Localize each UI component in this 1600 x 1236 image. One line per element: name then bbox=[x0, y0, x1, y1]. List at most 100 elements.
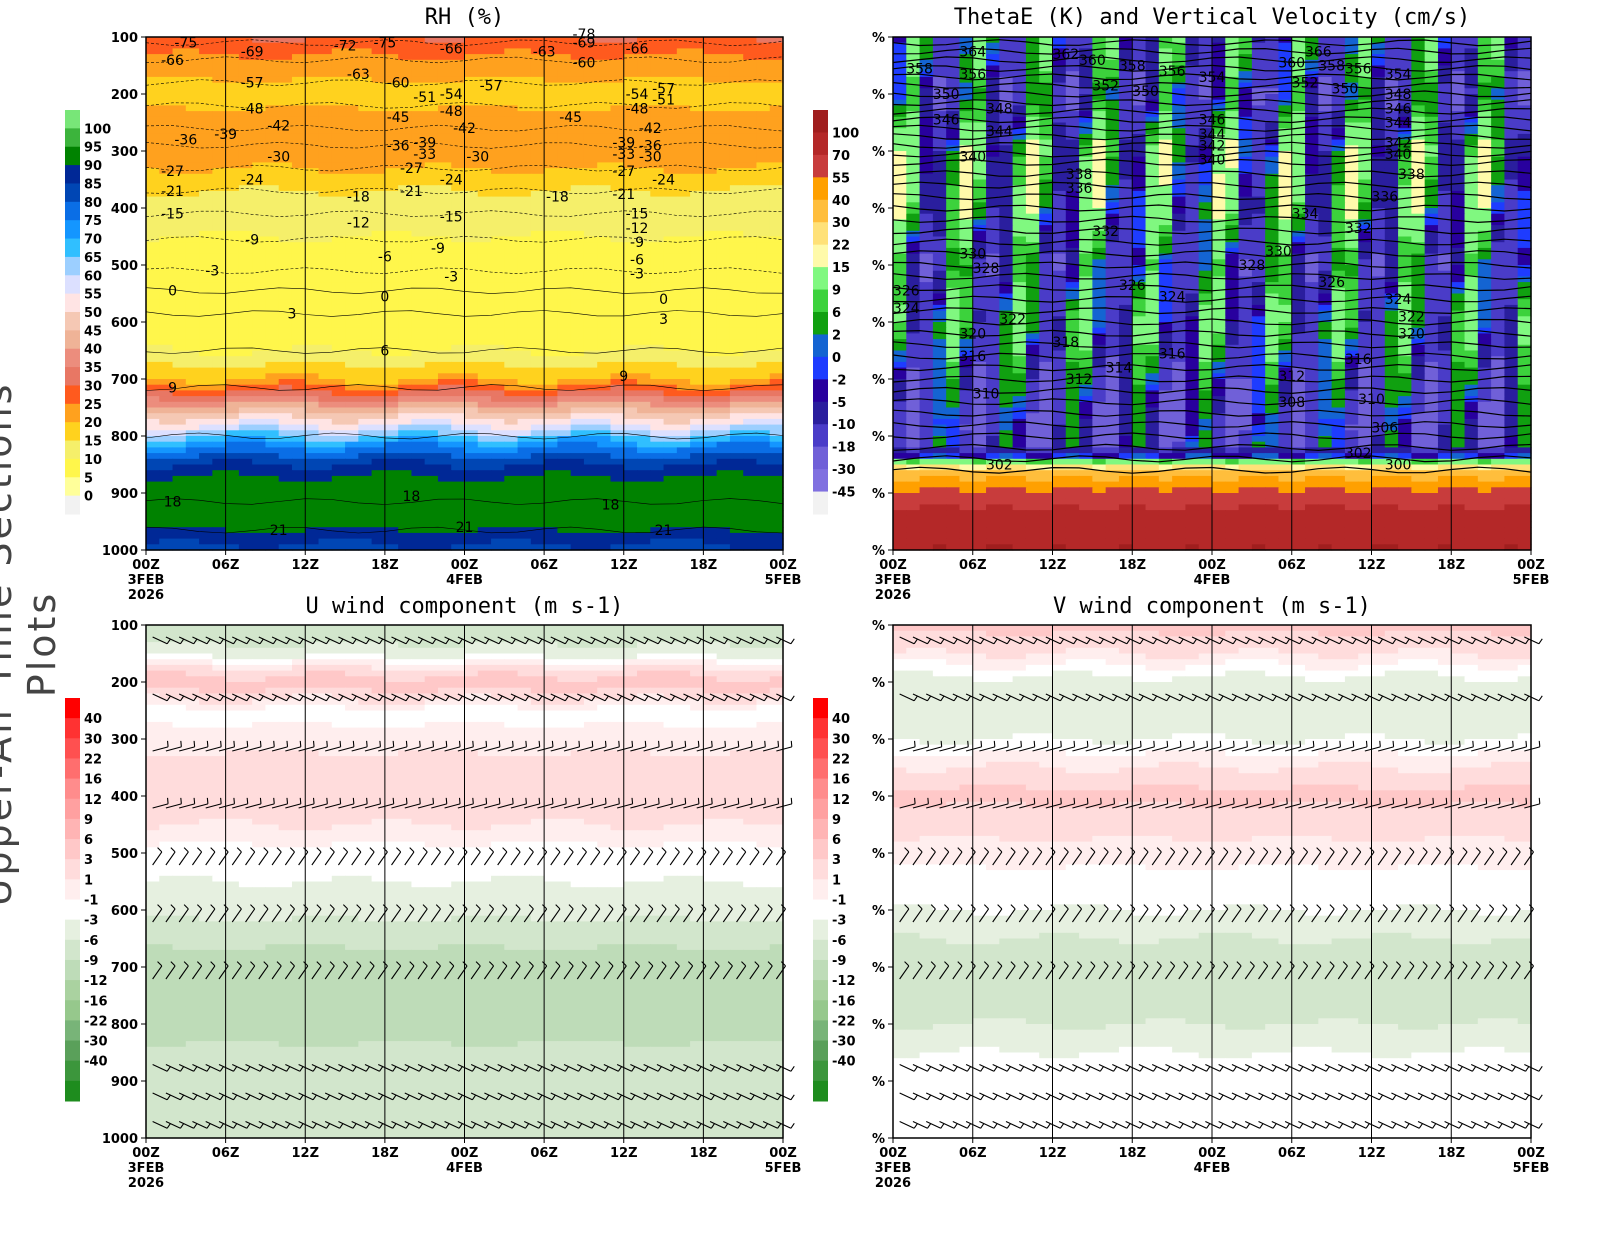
fill-cell bbox=[504, 214, 518, 220]
fill-cell bbox=[571, 470, 585, 476]
fill-cell bbox=[491, 145, 505, 151]
fill-cell bbox=[717, 259, 731, 265]
fill-cell bbox=[425, 425, 439, 431]
fill-cell bbox=[411, 299, 425, 305]
fill-cell bbox=[770, 447, 784, 453]
fill-cell bbox=[345, 351, 359, 357]
fill-cell bbox=[425, 105, 439, 111]
fill-cell bbox=[650, 248, 664, 254]
fill-cell bbox=[199, 539, 213, 545]
fill-cell bbox=[332, 413, 346, 419]
fill-cell bbox=[531, 271, 545, 277]
fill-cell bbox=[597, 362, 611, 368]
fill-cell bbox=[425, 276, 439, 282]
fill-cell bbox=[557, 299, 571, 305]
fill-cell bbox=[305, 145, 319, 151]
fill-cell bbox=[146, 265, 160, 271]
fill-cell bbox=[411, 237, 425, 243]
fill-cell bbox=[571, 128, 585, 134]
fill-cell bbox=[743, 128, 757, 134]
fill-cell bbox=[717, 436, 731, 442]
fill-cell bbox=[703, 208, 717, 214]
fill-cell bbox=[199, 527, 213, 533]
fill-cell bbox=[703, 214, 717, 220]
fill-cell bbox=[252, 248, 266, 254]
fill-cell bbox=[186, 242, 200, 248]
fill-cell bbox=[478, 265, 492, 271]
fill-cell bbox=[332, 522, 346, 528]
fill-cell bbox=[212, 533, 226, 539]
fill-cell bbox=[425, 447, 439, 453]
fill-cell bbox=[531, 145, 545, 151]
fill-cell bbox=[332, 362, 346, 368]
fill-cell bbox=[504, 66, 518, 72]
fill-cell bbox=[292, 271, 306, 277]
fill-cell bbox=[212, 499, 226, 505]
fill-cell bbox=[491, 305, 505, 311]
fill-cell bbox=[531, 447, 545, 453]
contour-label: 21 bbox=[270, 523, 288, 539]
fill-cell bbox=[743, 470, 757, 476]
fill-cell bbox=[650, 242, 664, 248]
fill-cell bbox=[637, 333, 651, 339]
fill-cell bbox=[690, 419, 704, 425]
fill-cell bbox=[425, 271, 439, 277]
fill-cell bbox=[199, 214, 213, 220]
fill-cell bbox=[385, 180, 399, 186]
fill-cell bbox=[597, 465, 611, 471]
fill-cell bbox=[703, 248, 717, 254]
fill-cell bbox=[411, 328, 425, 334]
fill-cell bbox=[358, 231, 372, 237]
fill-cell bbox=[650, 368, 664, 374]
fill-cell bbox=[544, 225, 558, 231]
fill-cell bbox=[159, 77, 173, 83]
fill-cell bbox=[531, 487, 545, 493]
fill-cell bbox=[173, 322, 187, 328]
fill-cell bbox=[465, 408, 479, 414]
fill-cell bbox=[226, 151, 240, 157]
fill-cell bbox=[557, 465, 571, 471]
fill-cell bbox=[756, 180, 770, 186]
fill-cell bbox=[584, 522, 598, 528]
fill-cell bbox=[664, 259, 678, 265]
fill-cell bbox=[730, 254, 744, 260]
fill-cell bbox=[438, 134, 452, 140]
fill-cell bbox=[491, 333, 505, 339]
fill-cell bbox=[305, 151, 319, 157]
fill-cell bbox=[518, 413, 532, 419]
fill-cell bbox=[385, 282, 399, 288]
fill-cell bbox=[146, 425, 160, 431]
fill-cell bbox=[610, 447, 624, 453]
fill-cell bbox=[199, 105, 213, 111]
fill-cell bbox=[226, 487, 240, 493]
fill-cell bbox=[504, 117, 518, 123]
fill-cell bbox=[584, 294, 598, 300]
fill-cell bbox=[332, 185, 346, 191]
fill-cell bbox=[358, 94, 372, 100]
fill-cell bbox=[650, 351, 664, 357]
fill-cell bbox=[717, 71, 731, 77]
fill-cell bbox=[425, 328, 439, 334]
fill-cell bbox=[279, 430, 293, 436]
fill-cell bbox=[425, 465, 439, 471]
fill-cell bbox=[518, 219, 532, 225]
fill-cell bbox=[637, 459, 651, 465]
fill-cell bbox=[332, 54, 346, 60]
fill-cell bbox=[385, 436, 399, 442]
colorbar-swatch bbox=[65, 294, 80, 313]
fill-cell bbox=[690, 276, 704, 282]
fill-cell bbox=[571, 157, 585, 163]
fill-cell bbox=[146, 351, 160, 357]
fill-cell bbox=[491, 117, 505, 123]
fill-cell bbox=[173, 254, 187, 260]
fill-cell bbox=[650, 390, 664, 396]
fill-cell bbox=[584, 305, 598, 311]
fill-cell bbox=[650, 197, 664, 203]
fill-cell bbox=[265, 174, 279, 180]
fill-cell bbox=[717, 316, 731, 322]
fill-cell bbox=[571, 442, 585, 448]
fill-cell bbox=[239, 123, 253, 129]
fill-cell bbox=[677, 447, 691, 453]
fill-cell bbox=[597, 482, 611, 488]
fill-cell bbox=[305, 459, 319, 465]
